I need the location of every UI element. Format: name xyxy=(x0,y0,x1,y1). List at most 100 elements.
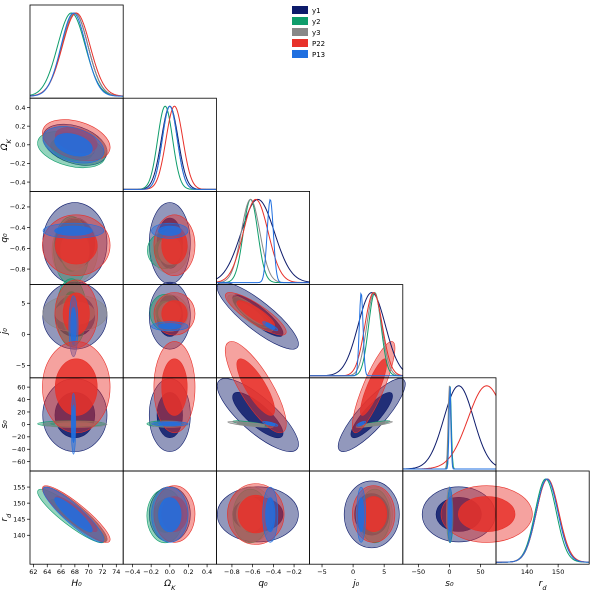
contour-P22-H0-s0 xyxy=(42,341,111,434)
x-tick-label: −0.8 xyxy=(224,568,240,576)
x-tick-label: 0.0 xyxy=(165,568,175,576)
y-tick-label: −5 xyxy=(16,362,26,370)
x-tick-label: −5 xyxy=(317,568,327,576)
x-tick-label: −0.2 xyxy=(143,568,159,576)
y-tick-label: 0.0 xyxy=(15,141,25,149)
x-tick-label: 0.2 xyxy=(183,568,193,576)
legend-label-y2: y2 xyxy=(312,18,321,26)
y-tick-label: 5 xyxy=(21,300,25,308)
x-tick-label: 140 xyxy=(521,568,533,576)
legend-swatch-y2 xyxy=(292,17,308,25)
x-tick-label: 0 xyxy=(447,568,451,576)
contour-P22-q0-j0 xyxy=(225,292,287,336)
contour-P22-q0-s0 xyxy=(225,341,287,434)
y-axis-label-q0: q₀ xyxy=(0,233,10,243)
x-axis-label-H0: H₀ xyxy=(71,579,82,589)
marginal-y1-q0 xyxy=(216,198,310,283)
axes-layer: −0.4−0.20.00.20.4ΩK−0.8−0.6−0.4−0.2q₀−50… xyxy=(0,4,590,592)
contour-P13-OmegaK-q0 xyxy=(151,222,189,239)
contour-P13-j0-rd xyxy=(356,486,367,543)
contour-P22-s0-rd xyxy=(440,485,533,543)
x-tick-label: 150 xyxy=(552,568,564,576)
contour-P13-H0-rd xyxy=(42,486,105,543)
marginal-P13-j0 xyxy=(309,292,403,377)
y-tick-label: −0.2 xyxy=(10,203,26,211)
marginal-P13-OmegaK xyxy=(123,105,217,190)
y-tick-label: 0 xyxy=(21,421,25,429)
contour-P13-H0-s0 xyxy=(70,393,77,455)
y-tick-label: 150 xyxy=(13,499,25,507)
x-tick-label: 0 xyxy=(351,568,355,576)
contour-P13-OmegaK-rd xyxy=(151,486,189,543)
legend-label-y3: y3 xyxy=(312,29,321,37)
y-tick-label: 20 xyxy=(17,408,25,416)
x-tick-label: −0.6 xyxy=(245,568,261,576)
y-tick-label: −0.2 xyxy=(10,160,26,168)
y-tick-label: 0 xyxy=(21,331,25,339)
x-axis-label-OmegaK: ΩK xyxy=(163,579,176,592)
x-tick-label: 72 xyxy=(98,568,106,576)
y-tick-label: 40 xyxy=(17,396,25,404)
x-tick-label: −0.4 xyxy=(125,568,141,576)
y-tick-label: 60 xyxy=(17,383,25,391)
contour-P13-q0-rd xyxy=(262,486,279,543)
marginal-P22-q0 xyxy=(216,198,310,284)
panel-OmegaK-OmegaK xyxy=(122,97,217,192)
y-axis-label-j0: j₀ xyxy=(0,328,10,337)
contour-P22-H0-j0 xyxy=(54,279,98,348)
y-tick-label: −0.8 xyxy=(10,265,26,273)
y-tick-label: −0.4 xyxy=(10,224,26,232)
x-tick-label: 0.4 xyxy=(202,568,212,576)
panel-rd-rd xyxy=(495,470,590,565)
contour-P22-OmegaK-s0 xyxy=(153,341,196,434)
legend-swatch-y1 xyxy=(292,6,308,14)
x-tick-label: −0.4 xyxy=(265,568,281,576)
legend-label-P13: P13 xyxy=(312,51,325,59)
x-tick-label: 62 xyxy=(29,568,37,576)
y-tick-label: −0.6 xyxy=(10,245,26,253)
contour-P13-OmegaK-s0 xyxy=(151,421,189,427)
legend-swatch-y3 xyxy=(292,28,308,36)
contour-P13-s0-rd xyxy=(447,486,453,543)
marginal-P13-s0 xyxy=(402,386,496,470)
legend-label-y1: y1 xyxy=(312,7,321,15)
marginal-y1-H0 xyxy=(29,12,124,97)
y-tick-label: 0.4 xyxy=(15,104,25,112)
y-tick-label: −20 xyxy=(12,433,26,441)
y-tick-label: 140 xyxy=(13,532,25,540)
contour-P13-H0-OmegaK xyxy=(42,126,105,164)
x-axis-label-s0: s₀ xyxy=(445,579,454,589)
x-tick-label: 74 xyxy=(112,568,120,576)
x-axis-label-rd: rd xyxy=(539,579,548,592)
contour-lines xyxy=(29,12,590,563)
contour-P22-j0-s0 xyxy=(351,341,396,434)
contour-P13-OmegaK-j0 xyxy=(151,321,189,332)
y-tick-label: 145 xyxy=(13,516,25,524)
legend-swatch-P22 xyxy=(292,39,308,47)
legend-swatch-P13 xyxy=(292,50,308,58)
marginal-y2-H0 xyxy=(29,12,124,97)
marginal-P13-H0 xyxy=(29,12,124,97)
marginal-P22-OmegaK xyxy=(123,105,217,190)
y-tick-label: −40 xyxy=(12,446,26,454)
x-tick-label: 5 xyxy=(382,568,386,576)
y-axis-label-s0: s₀ xyxy=(0,420,10,429)
marginal-P13-rd xyxy=(496,478,590,563)
x-tick-label: −0.2 xyxy=(286,568,302,576)
contour-fills xyxy=(37,119,533,549)
y-tick-label: 155 xyxy=(13,483,25,491)
x-axis-label-q0: q₀ xyxy=(258,579,268,589)
contour-P13-H0-q0 xyxy=(42,222,105,239)
x-tick-label: 68 xyxy=(71,568,79,576)
contour-P13-q0-j0 xyxy=(262,321,279,332)
panel-q0-q0 xyxy=(215,190,310,285)
y-axis-label-OmegaK: ΩK xyxy=(0,138,13,151)
marginal-P13-q0 xyxy=(216,198,310,284)
x-tick-label: 64 xyxy=(43,568,51,576)
contour-P13-q0-s0 xyxy=(262,421,279,427)
legend: y1 y2 y3 P22 P13 xyxy=(292,6,325,59)
x-tick-label: 66 xyxy=(57,568,65,576)
legend-label-P22: P22 xyxy=(312,40,325,48)
contour-y3-q0-s0 xyxy=(227,421,274,428)
